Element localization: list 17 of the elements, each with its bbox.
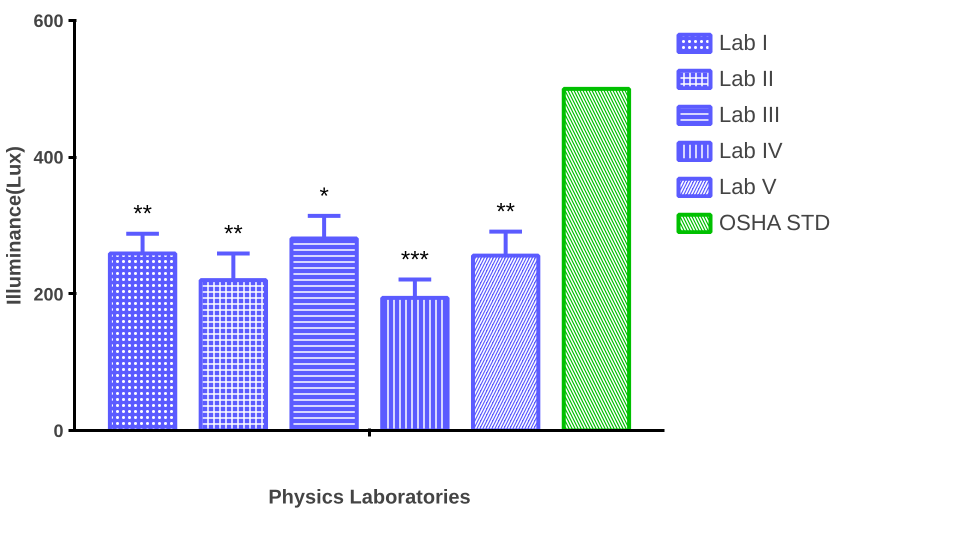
legend-label: Lab I xyxy=(719,30,768,56)
legend-label: Lab II xyxy=(719,66,774,92)
annotation: * xyxy=(319,182,329,210)
y-tick-label: 400 xyxy=(33,148,64,168)
annotation: ** xyxy=(496,198,515,226)
legend-label: Lab III xyxy=(719,102,780,128)
annotation: ** xyxy=(133,200,152,228)
y-tick-label: 0 xyxy=(53,421,64,441)
legend-label: Lab IV xyxy=(719,138,783,164)
y-tick-label: 600 xyxy=(33,11,64,31)
y-tick-label: 200 xyxy=(33,284,64,304)
legend-label: Lab V xyxy=(719,174,776,200)
legend-label: OSHA STD xyxy=(719,210,830,236)
annotation: *** xyxy=(400,246,429,274)
x-axis-title: Physics Laboratories xyxy=(268,486,471,508)
annotation: ** xyxy=(224,220,243,248)
y-axis-title: Illuminance(Lux) xyxy=(3,146,26,305)
